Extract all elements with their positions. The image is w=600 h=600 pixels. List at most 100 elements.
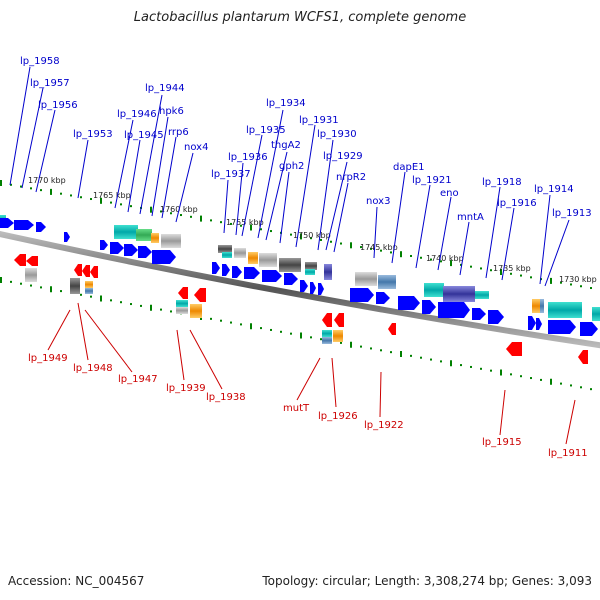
- feature-box: [218, 245, 232, 253]
- scale-tick: [130, 303, 132, 306]
- gene-label: lp_1953: [73, 129, 113, 140]
- scale-tick: [100, 197, 102, 204]
- gene-label: lp_1929: [323, 151, 363, 162]
- scale-tick: [560, 382, 562, 385]
- forward-arrow: [138, 246, 152, 258]
- scale-tick: [120, 301, 122, 304]
- scale-tick: [590, 287, 592, 290]
- forward-arrow: [438, 302, 470, 318]
- forward-arrow: [422, 300, 436, 314]
- reverse-arrow: [26, 256, 38, 266]
- scale-tick: [300, 233, 302, 240]
- scale-tick: [370, 347, 372, 350]
- scale-tick: [580, 285, 582, 288]
- scale-tick: [100, 295, 102, 302]
- bottom-gene-labels: lp_1949 lp_1948 lp_1947 lp_1939 lp_1938 …: [28, 353, 588, 459]
- scale-tick: [30, 187, 32, 190]
- feature-box: [305, 262, 317, 270]
- scale-tick: [0, 277, 2, 283]
- scale-tick: [110, 201, 112, 204]
- reverse-arrow: [334, 313, 344, 327]
- scale-tick: [410, 254, 412, 257]
- scale-tick: [10, 183, 12, 186]
- forward-arrow: [548, 320, 576, 334]
- scale-tick: [90, 198, 92, 201]
- forward-arrow: [350, 288, 374, 302]
- scale-tick: [30, 284, 32, 287]
- scale-tick: [40, 286, 42, 289]
- scale-tick: [170, 310, 172, 313]
- gene-label: lp_1931: [299, 115, 339, 126]
- scale-tick: [400, 251, 402, 258]
- scale-tick: [530, 377, 532, 380]
- forward-arrow: [528, 316, 536, 330]
- scale-tick: [270, 328, 272, 331]
- scale-tick: [180, 214, 182, 217]
- gene-label: lp_1935: [246, 125, 286, 136]
- scale-tick: [190, 215, 192, 218]
- reverse-arrow: [74, 264, 82, 276]
- gene-label: rrp6: [168, 127, 189, 138]
- feature-box: [151, 233, 159, 243]
- scale-tick: [470, 265, 472, 268]
- forward-arrow: [232, 266, 242, 278]
- feature-box: [114, 225, 138, 239]
- scale-tick: [480, 367, 482, 370]
- gene-label: lp_1947: [118, 374, 158, 385]
- scale-label: 1745 kbp: [360, 243, 398, 252]
- scale-tick: [340, 242, 342, 245]
- scale-tick: [460, 364, 462, 367]
- scale-tick: [570, 384, 572, 387]
- scale-tick: [470, 365, 472, 368]
- scale-tick: [230, 222, 232, 225]
- scale-tick: [350, 341, 352, 348]
- scale-tick: [480, 267, 482, 270]
- gene-label: lp_1957: [30, 78, 70, 89]
- scale-ticks-top: [0, 180, 592, 290]
- forward-arrow: [0, 218, 14, 228]
- forward-arrow: [318, 283, 324, 295]
- forward-arrow: [398, 296, 420, 310]
- feature-box: [25, 268, 37, 282]
- gene-label: lp_1934: [266, 98, 306, 109]
- gene-label: lp_1958: [20, 56, 60, 67]
- scale-tick: [420, 356, 422, 359]
- reverse-arrow: [578, 350, 588, 364]
- scale-tick: [440, 260, 442, 263]
- feature-box: [161, 234, 181, 248]
- gene-label: lp_1946: [117, 109, 157, 120]
- scale-tick: [510, 272, 512, 275]
- scale-tick: [420, 256, 422, 259]
- gene-label: gph2: [279, 161, 304, 172]
- lower-feature-boxes: [25, 268, 343, 344]
- feature-box: [190, 304, 202, 318]
- forward-arrow: [488, 310, 504, 324]
- gene-label: hpk6: [159, 106, 184, 117]
- scale-tick: [350, 242, 352, 249]
- gene-label: nox3: [366, 196, 390, 207]
- reverse-arrow: [90, 266, 98, 278]
- feature-box: [85, 288, 93, 294]
- scale-tick: [290, 332, 292, 335]
- scale-tick: [220, 221, 222, 224]
- gene-label: mutT: [283, 403, 310, 414]
- scale-tick: [580, 386, 582, 389]
- gene-label: lp_1922: [364, 420, 404, 431]
- forward-arrow: [222, 264, 230, 276]
- scale-tick: [220, 319, 222, 322]
- reverse-arrow: [388, 323, 396, 335]
- feature-box: [378, 275, 396, 289]
- reverse-arrow: [178, 287, 188, 299]
- gene-label: lp_1944: [145, 83, 185, 94]
- feature-box: [85, 281, 93, 288]
- forward-arrow: [472, 308, 486, 320]
- gene-label: lp_1956: [38, 100, 78, 111]
- scale-tick: [330, 240, 332, 243]
- scale-tick: [530, 276, 532, 279]
- top-callouts: [9, 66, 570, 287]
- forward-arrow: [100, 240, 108, 250]
- scale-tick: [430, 358, 432, 361]
- scale-tick: [130, 205, 132, 208]
- scale-tick: [300, 332, 302, 339]
- gene-label: lp_1937: [211, 169, 251, 180]
